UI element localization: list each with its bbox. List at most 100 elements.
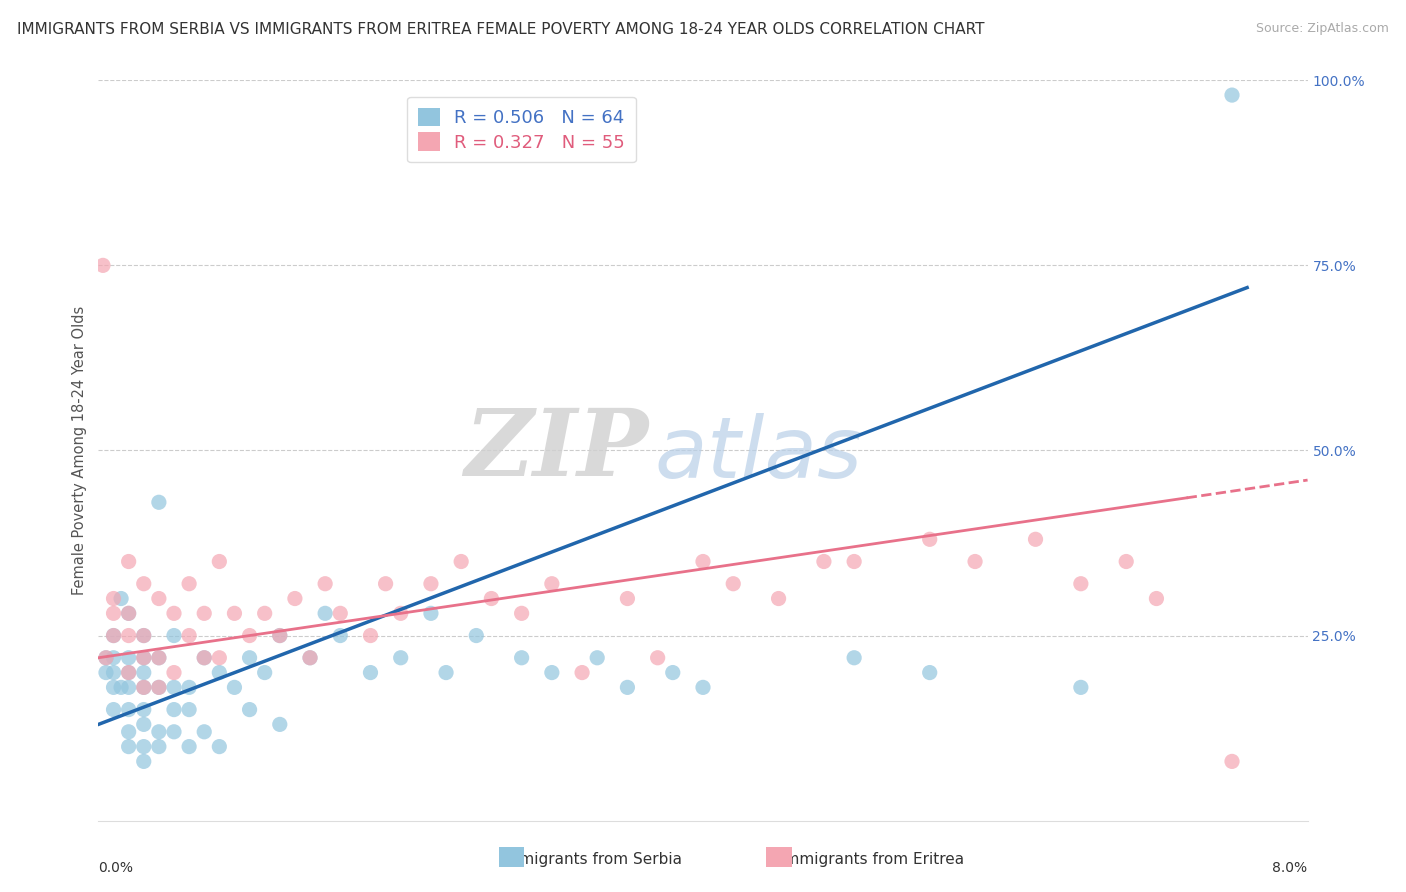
Point	[163, 724, 186, 739]
Point	[1146, 591, 1168, 606]
Point	[193, 650, 215, 665]
Point	[94, 650, 117, 665]
Point	[208, 555, 231, 569]
Point	[132, 628, 155, 642]
Point	[148, 681, 170, 695]
Point	[163, 665, 186, 680]
Point	[91, 259, 114, 273]
Point	[103, 681, 125, 695]
Point	[148, 650, 170, 665]
Point	[481, 591, 503, 606]
Point	[965, 555, 987, 569]
Point	[103, 628, 125, 642]
Point	[269, 628, 291, 642]
Point	[723, 576, 745, 591]
Point	[118, 607, 141, 621]
Point	[148, 681, 170, 695]
Point	[179, 628, 201, 642]
Point	[844, 555, 866, 569]
Point	[132, 681, 155, 695]
Point	[118, 628, 141, 642]
Point	[224, 681, 246, 695]
Point	[132, 755, 155, 769]
Point	[110, 591, 132, 606]
Point	[1025, 533, 1047, 547]
Point	[148, 650, 170, 665]
Point	[768, 591, 790, 606]
Point	[647, 650, 669, 665]
Point	[540, 576, 562, 591]
Point	[360, 628, 382, 642]
Point	[193, 607, 215, 621]
Point	[118, 665, 141, 680]
Point	[510, 650, 533, 665]
Text: Immigrants from Serbia: Immigrants from Serbia	[499, 852, 682, 867]
Point	[94, 665, 117, 680]
Point	[692, 555, 714, 569]
Point	[132, 739, 155, 754]
Point	[374, 576, 396, 591]
Point	[269, 717, 291, 731]
Point	[571, 665, 593, 680]
Point	[103, 703, 125, 717]
Point	[118, 703, 141, 717]
Text: 8.0%: 8.0%	[1272, 862, 1308, 875]
Point	[132, 650, 155, 665]
Point	[132, 717, 155, 731]
Point	[918, 665, 941, 680]
Point	[103, 665, 125, 680]
Point	[586, 650, 609, 665]
Point	[389, 650, 412, 665]
Point	[132, 681, 155, 695]
Point	[208, 665, 231, 680]
Point	[118, 681, 141, 695]
Point	[465, 628, 488, 642]
Point	[510, 607, 533, 621]
Text: atlas: atlas	[655, 413, 863, 496]
Point	[179, 576, 201, 591]
Y-axis label: Female Poverty Among 18-24 Year Olds: Female Poverty Among 18-24 Year Olds	[72, 306, 87, 595]
Point	[148, 591, 170, 606]
Point	[661, 665, 683, 680]
Point	[239, 703, 262, 717]
Point	[208, 650, 231, 665]
Point	[1070, 576, 1092, 591]
Point	[103, 591, 125, 606]
Point	[163, 703, 186, 717]
Point	[118, 607, 141, 621]
Point	[179, 681, 201, 695]
Point	[148, 495, 170, 509]
Point	[208, 739, 231, 754]
Point	[813, 555, 835, 569]
Point	[132, 628, 155, 642]
Point	[239, 650, 262, 665]
Point	[844, 650, 866, 665]
Point	[918, 533, 941, 547]
Point	[103, 607, 125, 621]
Point	[103, 650, 125, 665]
Point	[118, 739, 141, 754]
Point	[103, 628, 125, 642]
Point	[269, 628, 291, 642]
Point	[1220, 755, 1243, 769]
Point	[179, 703, 201, 717]
Point	[1070, 681, 1092, 695]
Point	[1115, 555, 1137, 569]
Point	[118, 555, 141, 569]
Legend: R = 0.506   N = 64, R = 0.327   N = 55: R = 0.506 N = 64, R = 0.327 N = 55	[408, 96, 636, 162]
Point	[132, 703, 155, 717]
Point	[450, 555, 472, 569]
Point	[132, 650, 155, 665]
Text: 0.0%: 0.0%	[98, 862, 134, 875]
Point	[616, 681, 638, 695]
Text: Source: ZipAtlas.com: Source: ZipAtlas.com	[1256, 22, 1389, 36]
Point	[434, 665, 457, 680]
Point	[132, 665, 155, 680]
Point	[616, 591, 638, 606]
Point	[163, 681, 186, 695]
Point	[193, 650, 215, 665]
Point	[179, 739, 201, 754]
Point	[420, 607, 443, 621]
Point	[299, 650, 322, 665]
Point	[253, 607, 276, 621]
